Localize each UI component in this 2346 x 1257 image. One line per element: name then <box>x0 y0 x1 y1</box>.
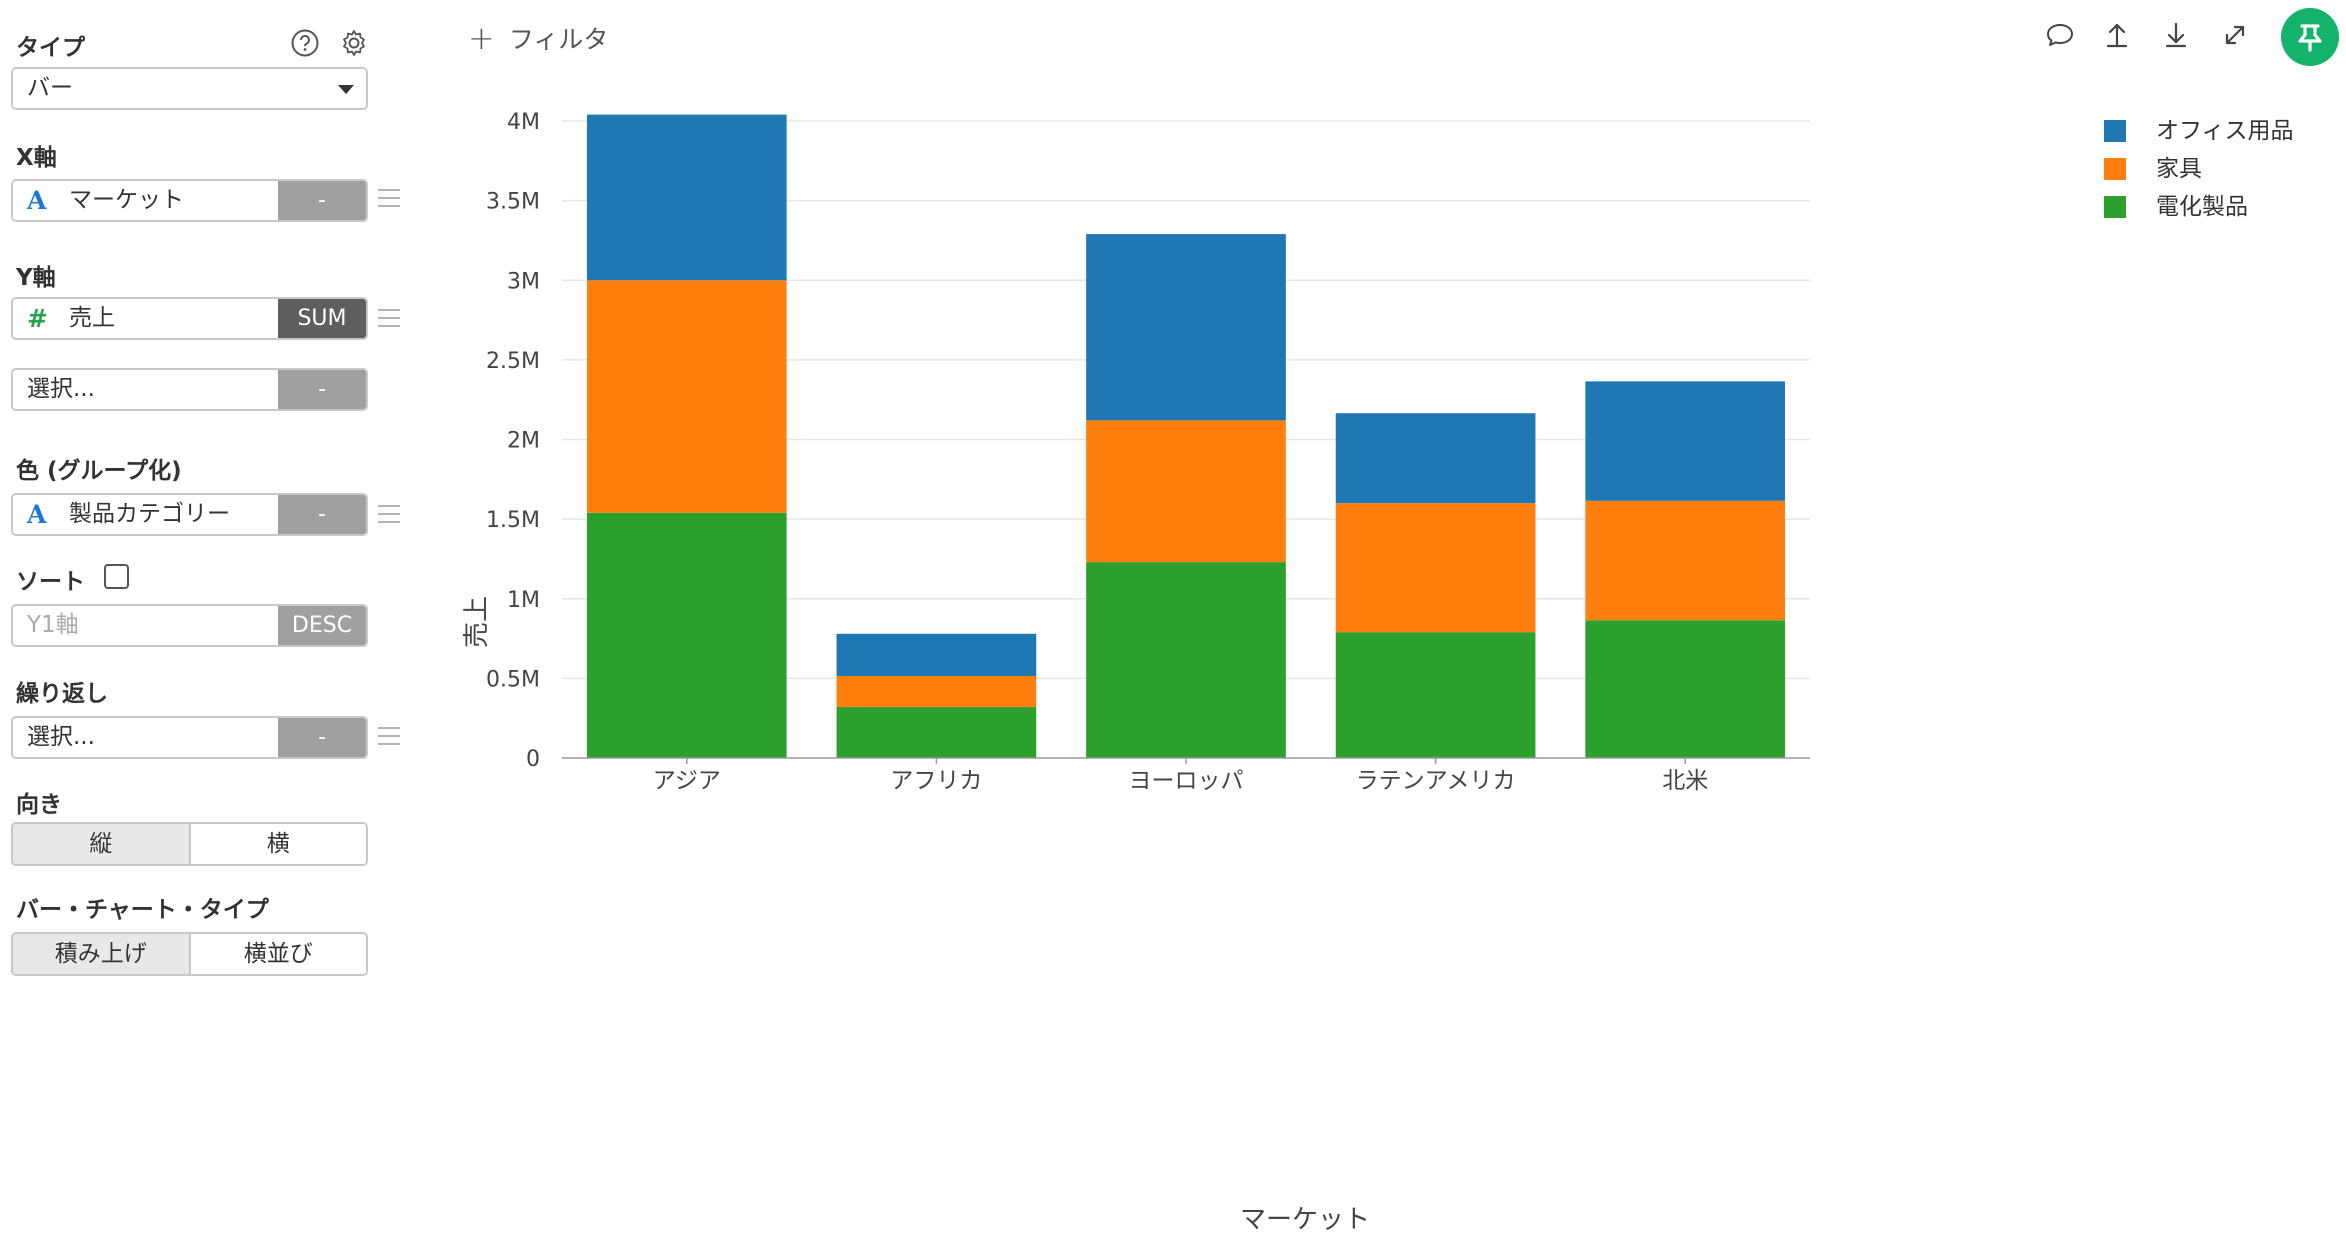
legend-item[interactable]: 電化製品 <box>2104 192 2344 222</box>
color-agg-button[interactable]: - <box>278 495 366 534</box>
legend-label: 家具 <box>2156 156 2202 182</box>
x-tick-label: ラテンアメリカ <box>1356 768 1516 794</box>
bars <box>586 114 1786 758</box>
orientation-toggle: 縦 横 <box>11 822 368 866</box>
text-type-icon: A <box>27 186 47 215</box>
sort-title: ソート <box>16 569 85 595</box>
repeat-field[interactable]: 選択... - <box>11 716 368 759</box>
bar-segment <box>836 675 1037 708</box>
download-icon[interactable] <box>2159 18 2193 52</box>
sort-order-button[interactable]: DESC <box>278 606 366 645</box>
y-tick-label: 1.5M <box>486 508 540 533</box>
x-tick-label: アジア <box>653 768 721 794</box>
legend-item[interactable]: 家具 <box>2104 154 2344 184</box>
y-axis-add-field[interactable]: 選択... - <box>11 368 368 411</box>
x-axis-agg-button[interactable]: - <box>278 181 366 220</box>
bar-segment <box>1335 632 1536 758</box>
number-type-icon: # <box>27 304 48 333</box>
color-field[interactable]: A 製品カテゴリー - <box>11 493 368 536</box>
drag-handle-icon[interactable] <box>378 309 400 327</box>
sort-field[interactable]: Y1軸 DESC <box>11 604 368 647</box>
orientation-horizontal-option[interactable]: 横 <box>188 824 366 864</box>
gear-icon[interactable] <box>339 28 369 58</box>
repeat-title: 繰り返し <box>16 681 108 707</box>
x-axis-field-label: マーケット <box>69 187 184 213</box>
repeat-agg-button[interactable]: - <box>278 718 366 757</box>
orientation-vertical-option[interactable]: 縦 <box>13 824 189 864</box>
y-axis-title: Y軸 <box>16 265 56 291</box>
comment-icon[interactable] <box>2043 18 2077 52</box>
bar-type-grouped-option[interactable]: 横並び <box>188 934 366 974</box>
filter-label: フィルタ <box>508 25 609 54</box>
y-axis-add-agg-button[interactable]: - <box>278 370 366 409</box>
bar-segment <box>586 280 787 513</box>
bar-segment <box>586 512 787 758</box>
bar-segment <box>1585 620 1786 758</box>
sort-placeholder: Y1軸 <box>27 612 79 638</box>
chart-type-select[interactable]: バー <box>11 67 368 110</box>
orientation-title: 向き <box>16 792 62 818</box>
bar-type-toggle: 積み上げ 横並び <box>11 932 368 976</box>
y-axis-add-placeholder: 選択... <box>27 376 95 402</box>
legend-item[interactable]: オフィス用品 <box>2104 116 2344 146</box>
x-tick-label: 北米 <box>1662 768 1708 794</box>
color-title: 色 (グループ化) <box>16 458 182 484</box>
bar-segment <box>1335 413 1536 504</box>
y-tick-label: 3.5M <box>486 190 540 215</box>
chart-type-value: バー <box>27 75 73 101</box>
add-filter-button[interactable]: + フィルタ <box>468 18 608 58</box>
legend-label: 電化製品 <box>2156 194 2248 220</box>
bar-segment <box>1335 503 1536 633</box>
y-tick-label: 0.5M <box>486 667 540 692</box>
y-tick-label: 2M <box>507 429 540 454</box>
legend-swatch <box>2104 120 2126 142</box>
x-axis-field[interactable]: A マーケット - <box>11 179 368 222</box>
chevron-down-icon <box>338 85 354 94</box>
bar-segment <box>1086 562 1286 758</box>
repeat-placeholder: 選択... <box>27 724 95 750</box>
stacked-bar-chart: 0 0.5M 1M 1.5M 2M 2.5M 3M 3.5M 4M アジア アフリカ ヨーロッパ ラテン… <box>462 110 1810 1235</box>
drag-handle-icon[interactable] <box>378 505 400 523</box>
text-type-icon: A <box>27 500 47 529</box>
bar-segment <box>1585 500 1786 621</box>
drag-handle-icon[interactable] <box>378 189 400 207</box>
pin-button[interactable] <box>2281 8 2339 66</box>
x-tick-label: ヨーロッパ <box>1129 768 1244 794</box>
y-tick-label: 2.5M <box>486 349 540 374</box>
x-axis-title: マーケット <box>1240 1205 1370 1235</box>
legend-swatch <box>2104 196 2126 218</box>
pin-icon <box>2298 24 2322 52</box>
bar-segment <box>1086 234 1286 421</box>
bar-segment <box>1585 381 1786 501</box>
plus-icon: + <box>468 19 495 57</box>
upload-icon[interactable] <box>2100 18 2134 52</box>
bar-segment <box>586 114 787 281</box>
axes: 0 0.5M 1M 1.5M 2M 2.5M 3M 3.5M 4M アジア アフリカ ヨーロッパ ラテン… <box>486 110 1810 794</box>
bar-type-stacked-option[interactable]: 積み上げ <box>13 934 189 974</box>
legend-swatch <box>2104 158 2126 180</box>
y-axis-field-label: 売上 <box>69 305 115 331</box>
legend-label: オフィス用品 <box>2156 118 2294 144</box>
y-tick-label: 4M <box>507 110 540 135</box>
bar-type-title: バー・チャート・タイプ <box>16 897 269 923</box>
bar-segment <box>836 633 1037 676</box>
sort-checkbox[interactable] <box>104 564 129 589</box>
x-axis-title: X軸 <box>16 145 57 171</box>
type-title: タイプ <box>16 35 85 61</box>
y-axis-field[interactable]: # 売上 SUM <box>11 297 368 340</box>
settings-panel: タイプ バー X軸 A マーケット - Y軸 # 売上 SUM 選択... - … <box>0 0 420 1257</box>
y-tick-label: 1M <box>507 588 540 613</box>
drag-handle-icon[interactable] <box>378 727 400 745</box>
help-icon[interactable] <box>290 28 320 58</box>
expand-icon[interactable] <box>2218 18 2252 52</box>
color-field-label: 製品カテゴリー <box>69 501 230 527</box>
y-tick-label: 0 <box>526 747 540 772</box>
y-axis-agg-button[interactable]: SUM <box>278 299 366 338</box>
bar-segment <box>1086 420 1286 563</box>
y-tick-label: 3M <box>507 269 540 294</box>
y-axis-title: 売上 <box>462 596 492 648</box>
bar-segment <box>836 707 1037 758</box>
x-tick-label: アフリカ <box>890 768 982 794</box>
